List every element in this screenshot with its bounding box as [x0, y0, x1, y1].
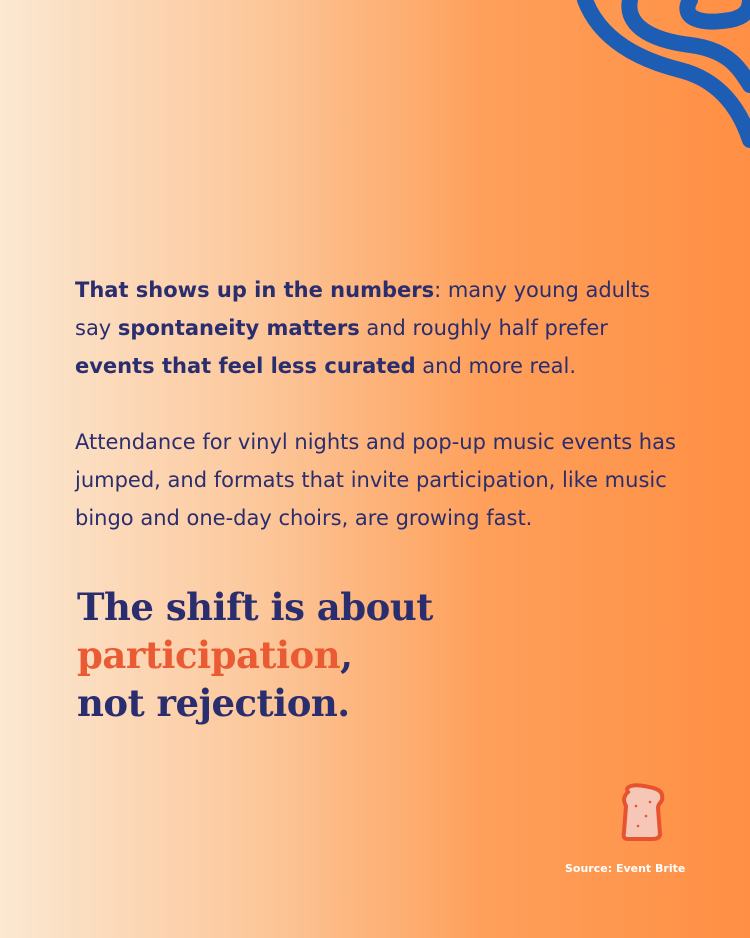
bold-text: spontaneity matters [117, 316, 360, 340]
paragraph: Attendance for vinyl nights and pop-up m… [75, 423, 685, 537]
paragraph: That shows up in the numbers: many young… [75, 271, 685, 385]
text: , [340, 633, 353, 677]
bold-text: events that feel less curated [75, 354, 416, 378]
text: and roughly half prefer [359, 316, 608, 340]
bold-text: That shows up in the numbers [75, 278, 435, 302]
headline: The shift is about participation, not rej… [77, 583, 717, 727]
source: Source: Event Brite [565, 862, 686, 875]
text: not rejection. [77, 681, 350, 725]
toast-icon [621, 783, 665, 841]
highlight: participation [77, 633, 341, 677]
text: and more real. [415, 354, 577, 378]
text: The shift is about [77, 585, 433, 629]
text: Attendance for vinyl nights and pop-up m… [75, 430, 676, 530]
swirl-decoration [577, 0, 750, 148]
text: : many young adults say [75, 278, 650, 340]
